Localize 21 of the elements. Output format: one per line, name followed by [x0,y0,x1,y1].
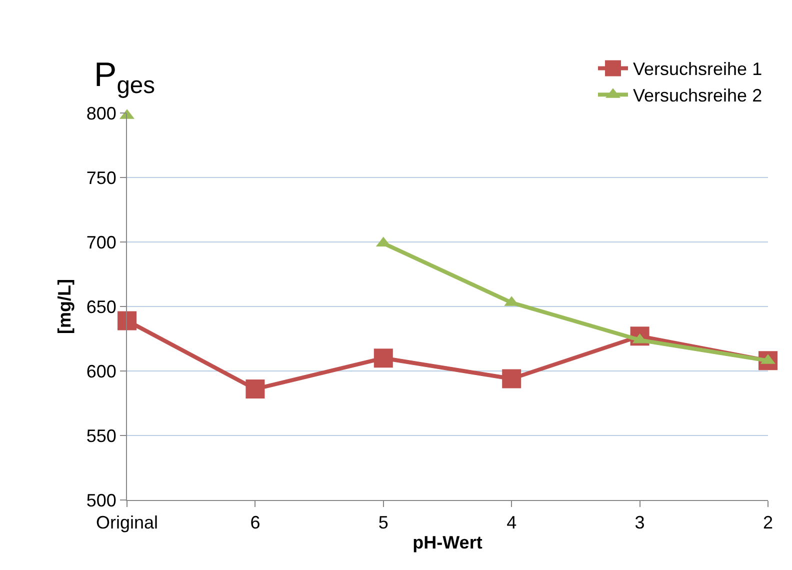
legend-label: Versuchsreihe 2 [633,86,762,106]
x-tick-label: 2 [762,512,773,533]
y-axis-title: [mg/L] [54,279,75,334]
chart-title: P$_{ges}$ [94,56,156,100]
x-tick-label: 6 [250,512,260,533]
x-axis-title: pH-Wert [412,532,482,553]
point [246,380,265,399]
point [118,311,137,330]
y-tick-label: 650 [86,296,116,317]
y-tick-label: 750 [86,168,116,188]
y-tick-label: 700 [86,232,116,252]
x-tick-label: Original [96,512,158,533]
y-tick-label: 500 [86,490,116,510]
y-tick-label: 600 [86,361,116,382]
x-tick-label: 5 [378,512,388,533]
y-tick-label: 800 [86,103,116,124]
point [502,369,522,388]
x-tick-label: 3 [634,512,645,533]
y-tick-label: 550 [86,426,116,446]
legend-label: Versuchsreihe 1 [633,59,762,80]
x-tick-label: 4 [506,512,517,533]
